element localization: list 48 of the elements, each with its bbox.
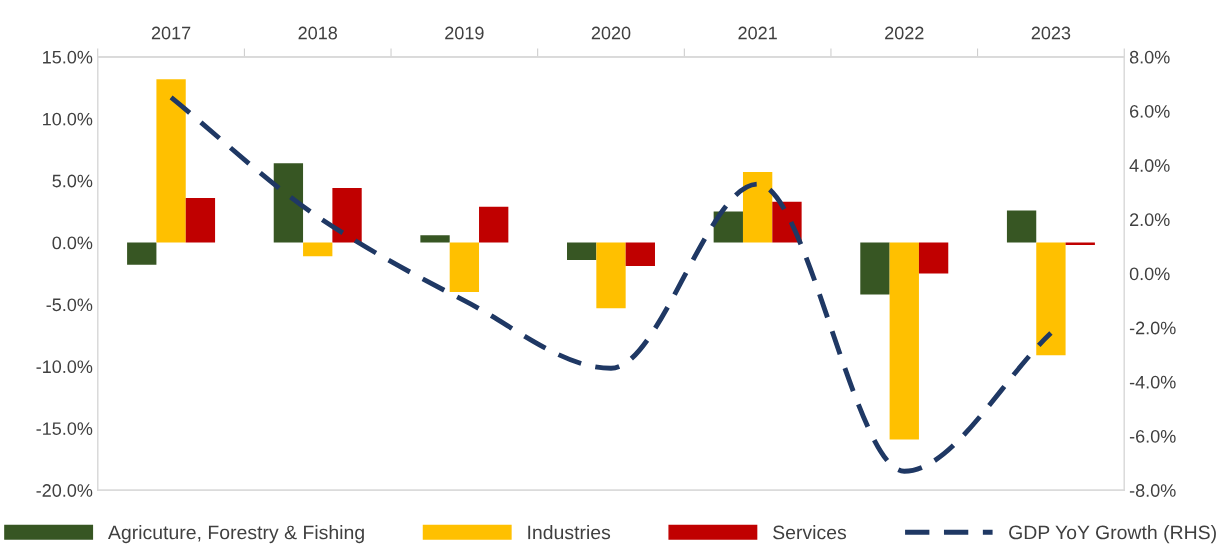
legend-label: Agricuture, Forestry & Fishing xyxy=(107,525,364,544)
x-tick-label: 2018 xyxy=(298,26,338,40)
bar xyxy=(303,242,333,257)
legend-label: Services xyxy=(773,525,847,540)
legend-label: Industries xyxy=(528,525,611,540)
bar xyxy=(625,242,655,267)
bar xyxy=(918,242,949,274)
bar xyxy=(742,172,773,243)
bar xyxy=(596,242,626,309)
x-tick-label: 2023 xyxy=(1031,26,1071,40)
bar xyxy=(273,163,304,243)
bar xyxy=(332,188,362,243)
y-tick-label: -10.0% xyxy=(36,360,93,374)
x-tick-label: 2019 xyxy=(445,26,484,40)
y-tick-label: 5.0% xyxy=(52,174,93,188)
y2-tick-label: -2.0% xyxy=(1129,321,1176,335)
legend-label: GDP YoY Growth (RHS) xyxy=(1009,525,1216,544)
bar xyxy=(449,242,480,293)
bar xyxy=(889,242,919,440)
y-tick-label: -5.0% xyxy=(46,298,93,312)
y2-tick-label: -6.0% xyxy=(1129,429,1176,443)
bar xyxy=(185,197,216,243)
y2-tick-label: -8.0% xyxy=(1129,484,1176,497)
bar xyxy=(1006,210,1037,243)
bar xyxy=(713,211,743,243)
bar xyxy=(420,235,450,243)
x-tick-label: 2021 xyxy=(738,26,777,40)
x-tick-label: 2017 xyxy=(151,26,191,40)
x-tick-label: 2020 xyxy=(591,26,631,40)
bar xyxy=(156,79,186,243)
y-tick-label: -15.0% xyxy=(36,422,93,435)
bar xyxy=(567,242,597,260)
bar xyxy=(1036,242,1066,356)
y2-tick-label: 2.0% xyxy=(1130,213,1170,227)
line-series xyxy=(168,95,1054,474)
y2-tick-label: 0.0% xyxy=(1129,267,1170,281)
y2-tick-label: 4.0% xyxy=(1129,159,1170,172)
bar xyxy=(127,242,157,265)
bar xyxy=(479,206,509,243)
y-tick-label: 10.0% xyxy=(43,112,93,126)
y-tick-label: 0.0% xyxy=(52,236,93,250)
y2-tick-label: -4.0% xyxy=(1129,375,1176,389)
y-tick-label: 15.0% xyxy=(43,50,93,64)
y2-tick-label: 6.0% xyxy=(1130,104,1170,118)
y-tick-label: -20.0% xyxy=(36,484,93,497)
x-tick-label: 2022 xyxy=(885,26,924,40)
y2-tick-label: 8.0% xyxy=(1129,50,1170,64)
bar xyxy=(860,242,890,295)
